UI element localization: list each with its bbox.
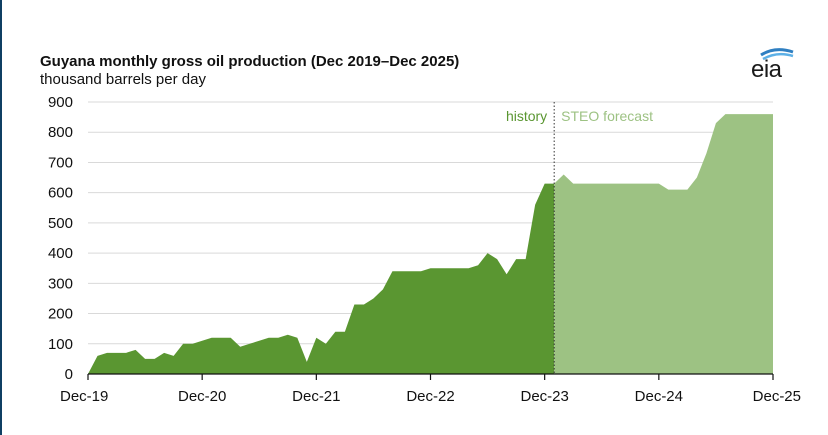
x-tick-label: Dec-19 — [60, 388, 108, 405]
axes — [87, 373, 774, 380]
y-tick-label: 200 — [48, 306, 73, 323]
eia-logo-arc-icon — [760, 48, 794, 61]
x-tick-label: Dec-22 — [406, 388, 454, 405]
tick-labels: 0 100 200 300 400 500 600 700 800 900 Dec-19 Dec-20… — [48, 94, 801, 405]
y-tick-label: 800 — [48, 124, 73, 141]
y-tick-label: 500 — [48, 215, 73, 232]
x-tick-label: Dec-21 — [292, 388, 340, 405]
y-tick-label: 100 — [48, 336, 73, 353]
area-series — [88, 114, 773, 374]
y-tick-label: 0 — [65, 366, 73, 383]
y-tick-label: 400 — [48, 245, 73, 262]
history-label: history — [506, 108, 547, 124]
history-area — [88, 183, 555, 374]
eia-logo: eia — [749, 44, 797, 84]
y-tick-label: 900 — [48, 94, 73, 111]
x-tick-label: Dec-24 — [635, 388, 683, 405]
annotations: history STEO forecast — [506, 102, 653, 374]
y-tick-label: 700 — [48, 154, 73, 171]
x-tick-label: Dec-23 — [520, 388, 568, 405]
forecast-label: STEO forecast — [561, 108, 653, 124]
eia-logo-text: eia — [751, 56, 782, 83]
y-tick-label: 600 — [48, 185, 73, 202]
chart-title: Guyana monthly gross oil production (Dec… — [40, 53, 460, 70]
x-tick-label: Dec-20 — [178, 388, 226, 405]
chart-subtitle: thousand barrels per day — [40, 71, 206, 88]
y-tick-label: 300 — [48, 275, 73, 292]
x-tick-label: Dec-25 — [753, 388, 801, 405]
forecast-area — [554, 114, 773, 374]
left-frame-line — [0, 0, 2, 435]
